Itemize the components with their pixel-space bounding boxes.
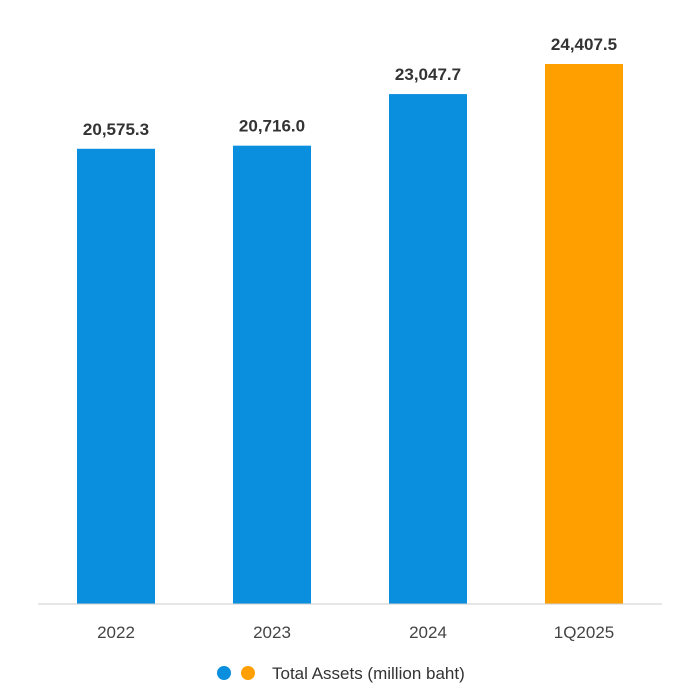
value-labels-layer: 20,575.3 20,716.0 23,047.7 24,407.5 xyxy=(83,35,617,139)
bars-layer xyxy=(77,64,623,605)
value-label-2023: 20,716.0 xyxy=(239,117,305,136)
value-label-1Q2025: 24,407.5 xyxy=(551,35,617,54)
x-tick-label-1Q2025: 1Q2025 xyxy=(554,623,615,642)
x-tick-label-2022: 2022 xyxy=(97,623,135,642)
legend-marker-orange xyxy=(241,666,255,680)
bar-2022 xyxy=(77,148,155,605)
bar-2024 xyxy=(389,94,467,604)
x-tick-labels: 2022 2023 2024 1Q2025 xyxy=(97,623,614,642)
value-label-2024: 23,047.7 xyxy=(395,65,461,84)
x-tick-label-2024: 2024 xyxy=(409,623,447,642)
bar-2023 xyxy=(233,145,311,604)
value-label-2022: 20,575.3 xyxy=(83,120,149,139)
legend-marker-blue xyxy=(217,666,231,680)
legend: Total Assets (million baht) xyxy=(217,664,465,683)
x-tick-label-2023: 2023 xyxy=(253,623,291,642)
legend-label: Total Assets (million baht) xyxy=(272,664,465,683)
bar-1Q2025 xyxy=(545,64,623,604)
